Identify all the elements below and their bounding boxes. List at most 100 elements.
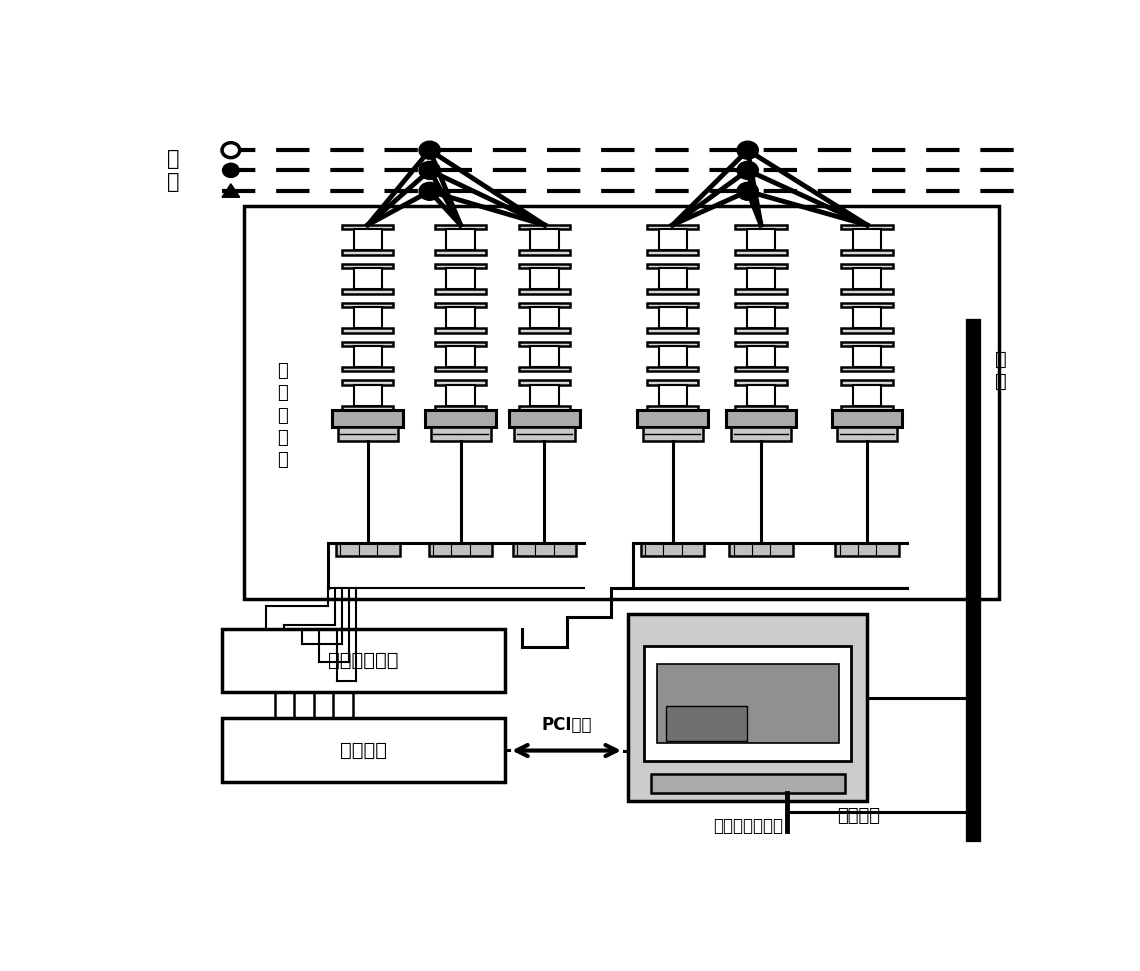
Bar xyxy=(336,543,400,556)
Bar xyxy=(435,264,486,268)
Bar xyxy=(530,385,559,406)
Bar xyxy=(747,346,775,367)
Bar xyxy=(447,229,474,251)
Bar xyxy=(514,427,575,441)
Bar xyxy=(657,664,839,743)
Bar xyxy=(648,264,698,268)
Bar xyxy=(659,307,686,328)
Bar xyxy=(447,268,474,289)
Bar xyxy=(519,367,570,372)
Bar xyxy=(435,367,486,372)
Bar xyxy=(519,381,570,385)
Circle shape xyxy=(738,161,758,180)
Bar xyxy=(747,268,775,289)
Bar xyxy=(735,406,787,411)
Bar xyxy=(513,543,577,556)
Bar xyxy=(342,225,393,229)
Bar xyxy=(637,411,708,427)
Circle shape xyxy=(420,183,440,200)
Bar xyxy=(337,427,398,441)
Bar xyxy=(342,264,393,268)
Bar xyxy=(342,406,393,411)
Bar xyxy=(659,229,686,251)
Bar xyxy=(641,543,705,556)
Bar xyxy=(853,229,881,251)
Bar xyxy=(519,406,570,411)
Bar xyxy=(353,346,382,367)
Bar xyxy=(659,268,686,289)
Bar xyxy=(342,303,393,307)
Circle shape xyxy=(738,183,758,200)
Bar xyxy=(659,385,686,406)
Bar xyxy=(735,264,787,268)
Bar xyxy=(353,268,382,289)
Bar xyxy=(244,206,1000,599)
Bar xyxy=(735,328,787,333)
Bar xyxy=(841,264,893,268)
Bar xyxy=(435,303,486,307)
Bar xyxy=(519,303,570,307)
Bar xyxy=(648,225,698,229)
Bar xyxy=(853,268,881,289)
Bar xyxy=(648,303,698,307)
Bar xyxy=(519,251,570,254)
Bar xyxy=(648,406,698,411)
Text: 远程访问: 远程访问 xyxy=(837,807,880,824)
Bar xyxy=(666,706,748,741)
Circle shape xyxy=(420,141,440,159)
Bar xyxy=(648,381,698,385)
Text: PCI总线: PCI总线 xyxy=(542,716,592,734)
Circle shape xyxy=(420,161,440,180)
Bar xyxy=(519,264,570,268)
Bar xyxy=(725,411,796,427)
Bar xyxy=(425,411,496,427)
Bar xyxy=(628,614,868,801)
Bar xyxy=(510,411,580,427)
Bar xyxy=(333,411,404,427)
Bar xyxy=(841,342,893,346)
Bar xyxy=(853,346,881,367)
Polygon shape xyxy=(222,184,239,197)
Bar xyxy=(342,289,393,293)
Bar xyxy=(429,543,492,556)
Bar xyxy=(342,251,393,254)
Bar xyxy=(841,381,893,385)
Bar xyxy=(648,289,698,293)
Text: 母
线: 母 线 xyxy=(168,149,180,192)
Bar xyxy=(651,775,845,793)
Bar xyxy=(342,328,393,333)
Bar xyxy=(644,646,852,761)
Bar xyxy=(841,251,893,254)
Bar xyxy=(222,628,505,692)
Bar xyxy=(747,229,775,251)
Bar xyxy=(435,251,486,254)
Bar xyxy=(853,307,881,328)
Bar xyxy=(730,543,792,556)
Bar xyxy=(342,342,393,346)
Bar xyxy=(659,346,686,367)
Bar xyxy=(222,719,505,782)
Bar xyxy=(837,427,897,441)
Bar xyxy=(435,381,486,385)
Bar xyxy=(435,289,486,293)
Circle shape xyxy=(738,141,758,159)
Bar xyxy=(435,342,486,346)
Bar xyxy=(353,385,382,406)
Bar xyxy=(648,342,698,346)
Bar xyxy=(643,427,702,441)
Circle shape xyxy=(222,143,239,157)
Bar xyxy=(342,367,393,372)
Bar xyxy=(435,406,486,411)
Text: 采集单元: 采集单元 xyxy=(340,741,386,759)
Bar xyxy=(530,307,559,328)
Bar xyxy=(648,251,698,254)
Bar xyxy=(519,328,570,333)
Bar xyxy=(735,303,787,307)
Circle shape xyxy=(223,164,238,177)
Text: 工业控制计算机: 工业控制计算机 xyxy=(712,817,783,835)
Bar xyxy=(447,346,474,367)
Bar xyxy=(519,289,570,293)
Bar xyxy=(747,307,775,328)
Bar xyxy=(735,342,787,346)
Bar xyxy=(648,328,698,333)
